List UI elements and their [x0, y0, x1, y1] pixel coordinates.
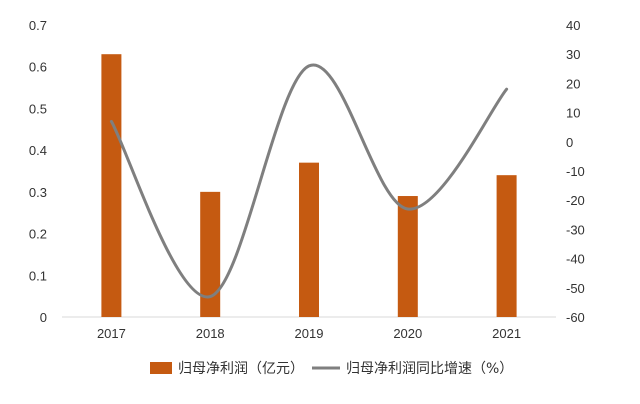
- bar: [397, 196, 418, 317]
- x-tick-label: 2018: [196, 326, 225, 341]
- left-tick-label: 0: [40, 310, 47, 325]
- bar: [200, 191, 221, 317]
- x-tick-label: 2020: [393, 326, 422, 341]
- legend-label-profit: 归母净利润（亿元）: [178, 360, 304, 377]
- left-tick-label: 0.3: [29, 185, 47, 200]
- legend-swatch-profit: [150, 362, 172, 374]
- left-tick-label: 0.6: [29, 60, 47, 75]
- growth-line: [109, 63, 509, 299]
- right-tick-label: 20: [566, 76, 580, 91]
- right-tick-label: -30: [566, 222, 585, 237]
- x-axis: 2017 2018 2019 2020 2021: [97, 326, 521, 341]
- right-y-axis: -60 -50 -40 -30 -20 -10 0 10 20 30 40: [566, 18, 585, 325]
- right-tick-label: 10: [566, 106, 580, 121]
- left-tick-label: 0.2: [29, 227, 47, 242]
- profit-bars: [101, 54, 517, 317]
- right-tick-label: -60: [566, 310, 585, 325]
- legend: 归母净利润（亿元） 归母净利润同比增速（%）: [150, 360, 513, 377]
- left-tick-label: 0.4: [29, 143, 47, 158]
- right-tick-label: -20: [566, 193, 585, 208]
- right-tick-label: 0: [566, 135, 573, 150]
- bar: [496, 175, 517, 317]
- left-tick-label: 0.7: [29, 18, 47, 33]
- bar: [101, 54, 122, 317]
- left-y-axis: 0 0.1 0.2 0.3 0.4 0.5 0.6 0.7: [29, 18, 47, 325]
- right-tick-label: -40: [566, 252, 585, 267]
- right-tick-label: 30: [566, 47, 580, 62]
- x-tick-label: 2021: [492, 326, 521, 341]
- x-tick-label: 2017: [97, 326, 126, 341]
- right-tick-label: -10: [566, 164, 585, 179]
- left-tick-label: 0.5: [29, 101, 47, 116]
- right-tick-label: -50: [566, 281, 585, 296]
- left-tick-label: 0.1: [29, 268, 47, 283]
- right-tick-label: 40: [566, 18, 580, 33]
- legend-label-growth: 归母净利润同比增速（%）: [346, 360, 513, 377]
- bar: [299, 162, 319, 317]
- x-tick-label: 2019: [295, 326, 324, 341]
